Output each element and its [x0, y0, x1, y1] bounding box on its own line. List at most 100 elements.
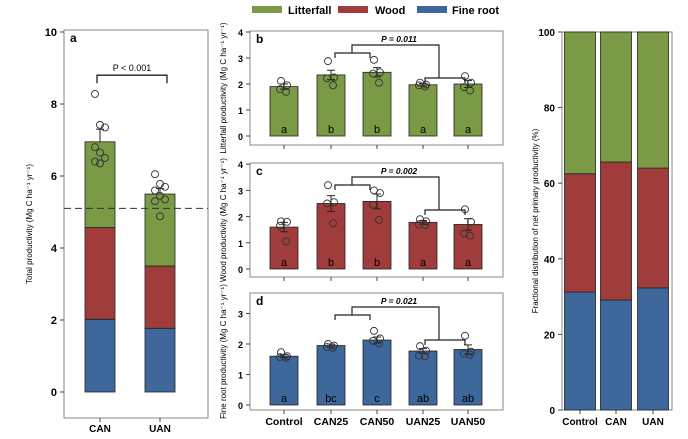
bar-segment [564, 31, 596, 175]
data-point [151, 170, 159, 179]
y-tick-label: 4 [238, 28, 243, 38]
legend-swatch [417, 6, 447, 13]
bar-segment [600, 299, 632, 411]
data-point [96, 148, 104, 157]
data-point [156, 212, 164, 221]
y-tick-label: 1 [238, 371, 243, 381]
legend-label: Litterfall [288, 5, 331, 17]
x-tick-label: UAN [149, 424, 171, 434]
y-axis-label: Wood productivity (Mg C ha⁻¹ yr⁻¹) [219, 158, 228, 282]
data-point [422, 217, 430, 226]
data-point [277, 217, 285, 226]
y-tick-label: 1 [238, 106, 243, 116]
significance-letter: ab [417, 393, 429, 405]
data-point [467, 217, 475, 226]
data-point [282, 353, 290, 362]
data-point [96, 120, 104, 129]
data-point [323, 74, 331, 83]
y-tick-label: 0 [238, 401, 243, 411]
y-axis-label: Fractional distribution of net primary p… [531, 128, 540, 313]
y-tick-label: 2 [51, 315, 57, 327]
data-point [415, 351, 423, 360]
significance-letter: b [374, 124, 380, 136]
bar [362, 201, 392, 270]
bar-segment [84, 141, 116, 228]
data-point [277, 348, 285, 357]
x-tick-label: CAN25 [314, 416, 349, 428]
data-point [460, 349, 468, 358]
data-point [276, 353, 284, 362]
significance-bracket [334, 176, 466, 215]
data-point [370, 55, 378, 64]
panel-label: c [256, 164, 263, 178]
y-tick-label: 40 [544, 255, 556, 266]
significance-bracket [334, 306, 466, 345]
data-point [370, 326, 378, 335]
data-point [277, 76, 285, 85]
y-axis-label: Fine root productivity (Mg C ha⁻¹ yr⁻¹) [219, 284, 228, 419]
data-point [91, 157, 99, 166]
data-point [161, 182, 169, 191]
y-tick-label: 0 [549, 406, 555, 417]
panel-label: b [256, 32, 263, 46]
data-point [151, 197, 159, 206]
data-point [282, 87, 290, 96]
bar [316, 203, 346, 270]
y-tick-label: 0 [238, 265, 243, 275]
y-tick-label: 1 [238, 239, 243, 249]
y-tick-label: 60 [544, 179, 556, 190]
significance-letter: b [374, 257, 380, 269]
data-point [329, 343, 337, 352]
significance-letter: ab [462, 393, 474, 405]
bar [408, 221, 438, 270]
bar-segment [637, 31, 669, 169]
y-tick-label: 4 [238, 160, 243, 170]
data-point [96, 159, 104, 168]
x-tick-label: Control [265, 416, 302, 428]
x-tick-label: UAN50 [451, 416, 486, 428]
significance-letter: bc [325, 393, 337, 405]
y-tick-label: 20 [544, 330, 556, 341]
data-point [460, 83, 468, 92]
data-point [369, 69, 377, 78]
legend-swatch [338, 6, 368, 13]
bar-segment [637, 167, 669, 289]
y-tick-label: 6 [51, 171, 57, 183]
p-value-annotation: P = 0.021 [381, 296, 418, 306]
legend-swatch [252, 6, 282, 13]
y-tick-label: 80 [544, 104, 556, 115]
significance-bracket [96, 74, 168, 84]
data-point [416, 342, 424, 351]
y-tick-label: 2 [238, 213, 243, 223]
bar [362, 71, 392, 137]
data-point [151, 186, 159, 195]
bar [408, 84, 438, 137]
legend-label: Wood [375, 5, 405, 17]
bar [453, 349, 483, 406]
data-point [329, 219, 337, 228]
data-point [323, 343, 331, 351]
data-point [369, 200, 377, 209]
bar [362, 339, 392, 406]
y-tick-label: 0 [51, 387, 57, 399]
data-point [375, 339, 383, 348]
data-point [466, 231, 474, 240]
y-tick-label: 2 [238, 80, 243, 90]
y-axis-label: Total productivity (Mg C ha⁻¹ yr⁻¹) [25, 164, 34, 284]
x-tick-label: CAN50 [360, 416, 395, 428]
x-tick-label: CAN [605, 417, 627, 428]
significance-letter: a [281, 257, 288, 269]
data-point [467, 78, 475, 87]
data-point [282, 237, 290, 246]
panel-label: d [256, 294, 263, 308]
data-point [415, 220, 423, 229]
significance-letter: c [374, 393, 380, 405]
data-point [375, 215, 383, 224]
data-point [461, 331, 469, 340]
y-tick-label: 8 [51, 99, 57, 111]
data-point [421, 221, 429, 229]
y-tick-label: 0 [238, 132, 243, 142]
data-point [466, 86, 474, 95]
significance-letter: a [420, 124, 427, 136]
